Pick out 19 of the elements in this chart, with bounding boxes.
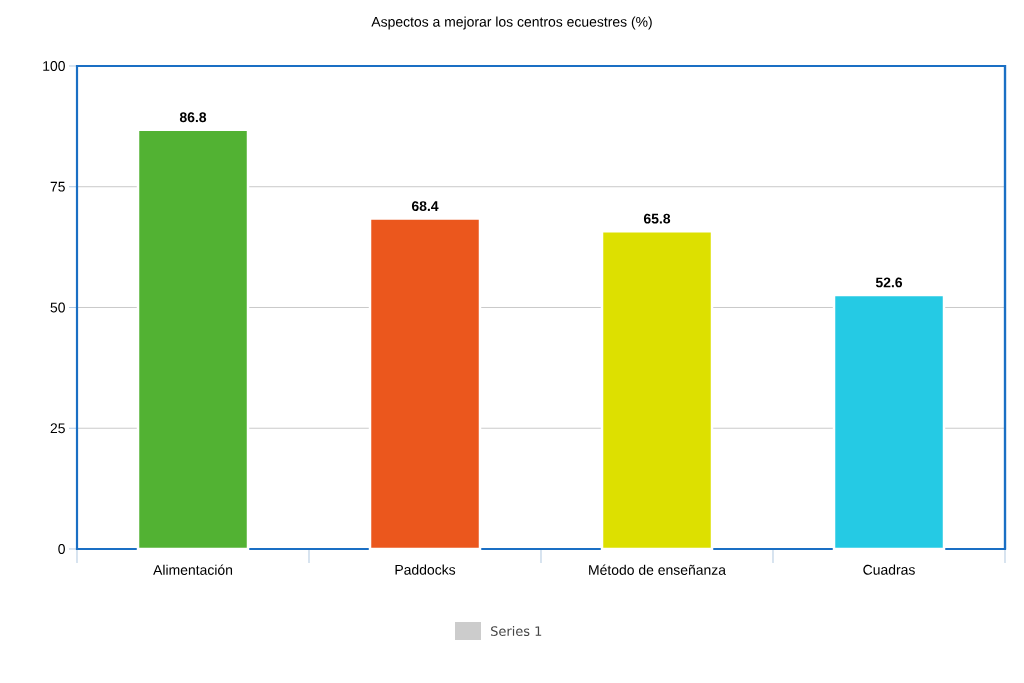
x-tick-label: Alimentación [153,564,233,575]
x-tick-label: Paddocks [395,564,456,575]
y-tick-label: 25 [50,423,65,434]
x-tick-label: Método de enseñanza [589,564,726,575]
data-label: 86.8 [179,112,207,123]
y-tick-label: 100 [43,61,65,71]
bar [832,293,946,551]
chart-title: Aspectos a mejorar los centros ecuestres (%) [371,16,652,30]
text: Series 1 [491,625,542,636]
bar [136,128,250,551]
y-tick-label: 0 [58,544,65,554]
x-tick-label: Cuadras [863,564,915,575]
data-label: 65.8 [643,213,671,224]
y-tick-label: 75 [50,181,65,192]
bar [600,229,714,551]
data-label: 68.4 [411,201,439,212]
data-label: 52.6 [875,277,903,288]
y-tick-label: 50 [50,302,65,313]
bar [368,217,482,551]
